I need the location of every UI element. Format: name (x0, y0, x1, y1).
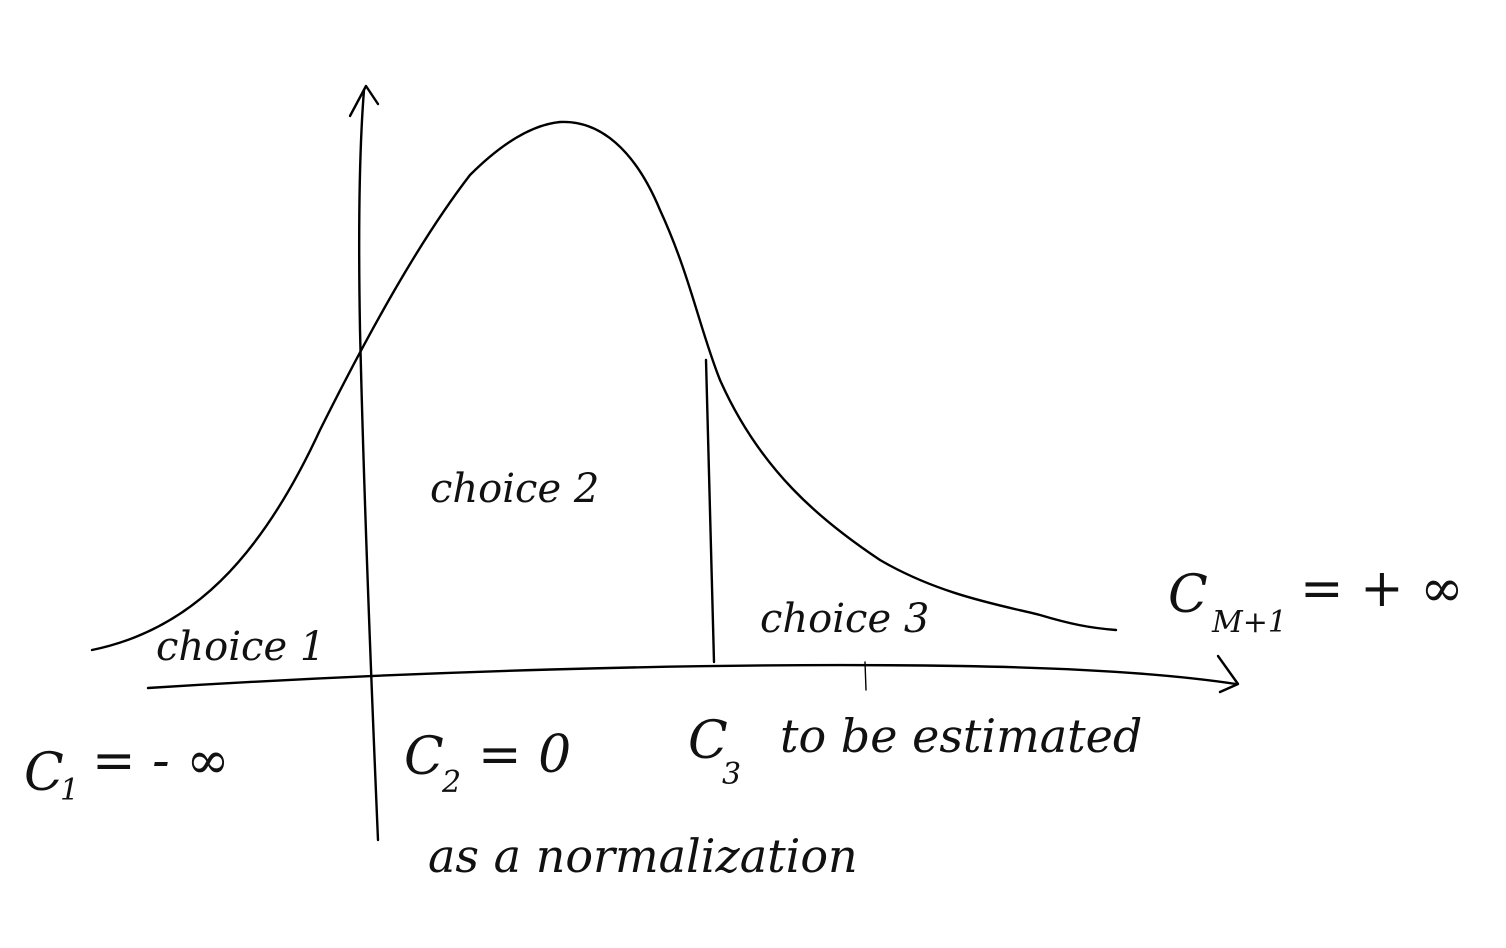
svg-text:= + ∞: = + ∞ (1300, 559, 1464, 619)
region-choice-1-label: choice 1 (156, 624, 325, 670)
cutpoint-c3-label: C 3 to be estimated (688, 709, 1142, 792)
svg-text:C: C (1168, 565, 1208, 625)
axis-tick (864, 661, 867, 691)
svg-text:= - ∞: = - ∞ (92, 731, 230, 791)
density-curve (90, 120, 1118, 652)
svg-text:C: C (404, 727, 444, 787)
svg-text:C: C (688, 711, 728, 771)
svg-text:= 0: = 0 (478, 725, 571, 785)
horizontal-axis-arrowhead (1216, 654, 1240, 694)
region-choice-2-label: choice 2 (430, 466, 599, 512)
cutpoint-c2-label: C 2 = 0 (404, 725, 571, 800)
horizontal-axis (146, 663, 1238, 690)
region-choice-3-label: choice 3 (760, 596, 929, 642)
normalization-note: as a normalization (428, 829, 858, 883)
cutpoint-c1-label: C 1 = - ∞ (24, 731, 230, 808)
svg-text:3: 3 (722, 757, 741, 792)
cutpoint-cm1-label: C M+1 = + ∞ (1168, 559, 1464, 640)
svg-text:1: 1 (60, 773, 79, 808)
vertical-axis (358, 88, 380, 842)
svg-text:to be estimated: to be estimated (780, 709, 1142, 763)
svg-text:C: C (24, 743, 64, 803)
cutpoint-c3-line (704, 358, 716, 664)
vertical-axis-arrowhead (348, 84, 380, 118)
svg-text:2: 2 (441, 765, 461, 800)
svg-text:M+1: M+1 (1211, 605, 1287, 640)
